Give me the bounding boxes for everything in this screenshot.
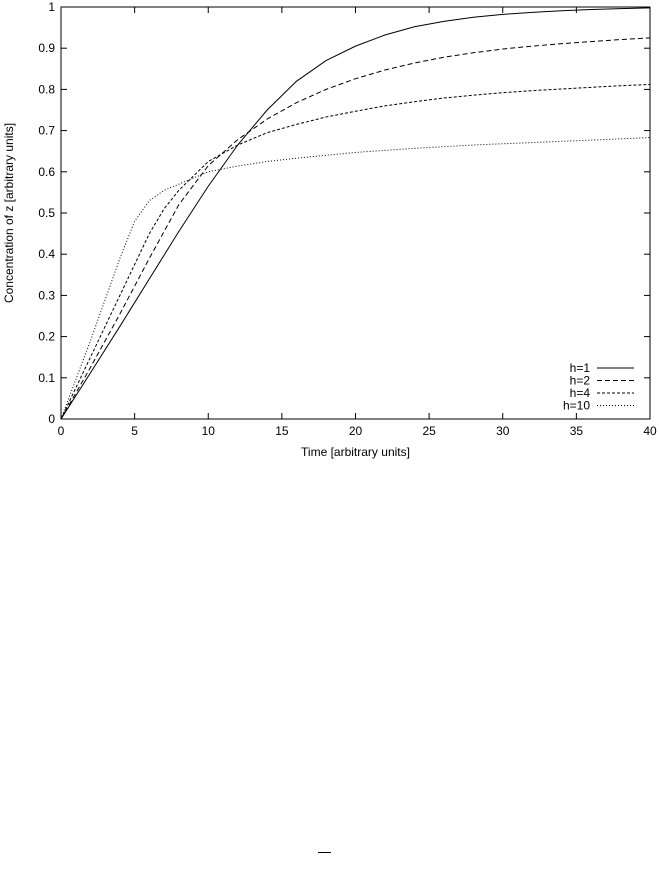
x-tick-label: 5 (131, 424, 138, 438)
y-tick-label: 0.6 (38, 165, 55, 179)
x-tick-label: 15 (275, 424, 289, 438)
y-tick-label: 0.3 (38, 288, 55, 302)
plot-frame (60, 6, 651, 420)
legend-label-3: h=4 (570, 386, 591, 400)
series-layer (60, 7, 651, 420)
y-tick-label: 0.4 (38, 247, 55, 261)
x-tick-label: 30 (496, 424, 510, 438)
x-tick-label: 10 (202, 424, 216, 438)
y-tick-label: 0.5 (38, 206, 55, 220)
series-line-2 (60, 37, 651, 420)
x-axis-title: Time [arbitrary units] (301, 445, 410, 459)
legend-label-2: h=2 (570, 374, 591, 388)
legend-label-4: h=10 (563, 399, 590, 413)
axis-ticks: 0 5 10 15 20 25 30 35 40 0 0.1 0.2 0.3 0.4 0.5 0.6 0.7 0.… (38, 0, 657, 438)
page-mark (318, 852, 331, 853)
x-tick-label: 25 (422, 424, 436, 438)
x-tick-label: 35 (570, 424, 584, 438)
y-tick-label: 0.9 (38, 41, 55, 55)
y-tick-label: 0.1 (38, 371, 55, 385)
x-tick-label: 40 (643, 424, 657, 438)
y-axis-title: Concentration of z [arbitrary units] (2, 123, 16, 303)
series-line-3 (60, 83, 651, 420)
y-tick-label: 0 (48, 412, 55, 426)
series-line-4 (60, 137, 651, 420)
legend: h=1h=2h=4h=10 (563, 361, 634, 413)
series-line-1 (60, 7, 651, 420)
y-tick-label: 1 (48, 0, 55, 14)
y-tick-label: 0.2 (38, 330, 55, 344)
x-tick-label: 0 (58, 424, 65, 438)
y-tick-label: 0.7 (38, 124, 55, 138)
y-tick-label: 0.8 (38, 82, 55, 96)
x-tick-label: 20 (349, 424, 363, 438)
legend-label-1: h=1 (570, 361, 591, 375)
